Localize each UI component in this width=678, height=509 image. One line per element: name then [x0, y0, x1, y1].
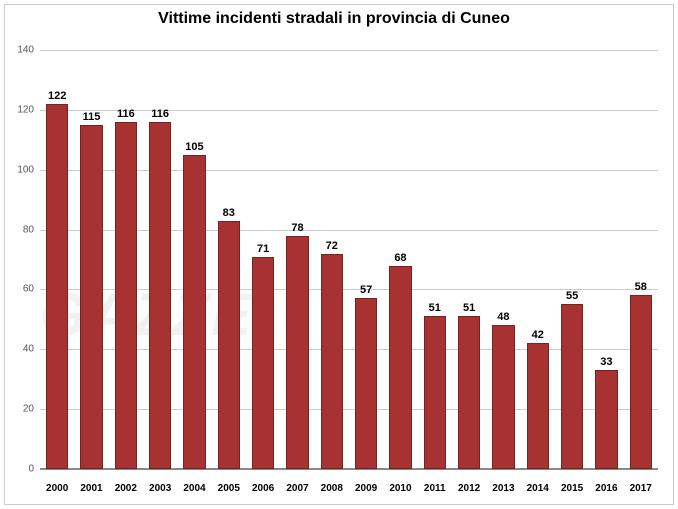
bar: [252, 257, 274, 469]
bar-2000: 122: [40, 50, 74, 469]
bar: [492, 325, 514, 469]
bar-2010: 68: [383, 50, 417, 469]
bars-group: 122 115 116 116 105 83 71 78 72 57 68 51 51 48 42 55 33 5…: [40, 50, 658, 469]
y-axis-label: 80: [23, 224, 34, 235]
bar: [46, 104, 68, 469]
x-axis-label: 2017: [624, 483, 658, 494]
bar-value-label: 72: [326, 240, 338, 252]
x-axis-label: 2008: [315, 483, 349, 494]
bar: [80, 125, 102, 469]
bar: [389, 266, 411, 470]
bar-2001: 115: [74, 50, 108, 469]
y-axis-label: 40: [23, 344, 34, 355]
bar-value-label: 48: [497, 311, 509, 323]
x-labels-group: 2000200120022003200420052006200720082009…: [40, 483, 658, 494]
plot-area: 122 115 116 116 105 83 71 78 72 57 68 51 51 48 42 55 33 5…: [40, 50, 658, 469]
x-axis-label: 2003: [143, 483, 177, 494]
x-axis-label: 2002: [109, 483, 143, 494]
bar-2016: 33: [589, 50, 623, 469]
bar-value-label: 55: [566, 290, 578, 302]
x-axis-label: 2015: [555, 483, 589, 494]
bar-2007: 78: [280, 50, 314, 469]
bar: [149, 122, 171, 469]
bar-value-label: 33: [600, 356, 612, 368]
bar-value-label: 68: [394, 252, 406, 264]
bar: [424, 316, 446, 469]
bar-value-label: 122: [48, 90, 66, 102]
bar-2004: 105: [177, 50, 211, 469]
bar-value-label: 78: [291, 222, 303, 234]
bar-2008: 72: [315, 50, 349, 469]
bar-2002: 116: [109, 50, 143, 469]
y-axis-label: 120: [17, 104, 34, 115]
bar: [630, 295, 652, 469]
x-axis-label: 2001: [74, 483, 108, 494]
x-axis-label: 2010: [383, 483, 417, 494]
chart-container: Vittime incidenti stradali in provincia …: [0, 0, 678, 509]
bar-value-label: 115: [83, 111, 101, 123]
bar-value-label: 42: [532, 329, 544, 341]
bar-2003: 116: [143, 50, 177, 469]
grid-line: [40, 469, 658, 470]
bar-2012: 51: [452, 50, 486, 469]
y-axis-label: 140: [17, 45, 34, 56]
x-axis-label: 2016: [589, 483, 623, 494]
bar: [595, 370, 617, 469]
y-axis-label: 20: [23, 404, 34, 415]
bar-2017: 58: [624, 50, 658, 469]
x-axis-label: 2006: [246, 483, 280, 494]
bar-2011: 51: [418, 50, 452, 469]
x-axis-label: 2004: [177, 483, 211, 494]
bar: [527, 343, 549, 469]
bar-2013: 48: [486, 50, 520, 469]
x-axis-label: 2012: [452, 483, 486, 494]
chart-title: Vittime incidenti stradali in provincia …: [10, 10, 658, 28]
y-axis-label: 60: [23, 284, 34, 295]
x-axis-label: 2011: [418, 483, 452, 494]
bar-value-label: 83: [223, 207, 235, 219]
bar-value-label: 105: [185, 141, 203, 153]
bar: [115, 122, 137, 469]
bar-2014: 42: [521, 50, 555, 469]
x-axis-label: 2007: [280, 483, 314, 494]
bar: [218, 221, 240, 469]
y-axis-label: 100: [17, 164, 34, 175]
x-axis-label: 2005: [212, 483, 246, 494]
x-axis-label: 2000: [40, 483, 74, 494]
bar: [286, 236, 308, 469]
x-axis-label: 2014: [521, 483, 555, 494]
bar-value-label: 116: [151, 108, 169, 120]
bar: [321, 254, 343, 469]
y-axis-label: 0: [28, 464, 34, 475]
bar-2015: 55: [555, 50, 589, 469]
bar-2009: 57: [349, 50, 383, 469]
bar: [183, 155, 205, 469]
bar-value-label: 116: [117, 108, 135, 120]
bar-2006: 71: [246, 50, 280, 469]
x-axis-label: 2013: [486, 483, 520, 494]
bar: [355, 298, 377, 469]
bar-2005: 83: [212, 50, 246, 469]
bar: [458, 316, 480, 469]
bar-value-label: 57: [360, 284, 372, 296]
bar-value-label: 71: [257, 243, 269, 255]
x-axis-label: 2009: [349, 483, 383, 494]
bar: [561, 304, 583, 469]
bar-value-label: 51: [463, 302, 475, 314]
bar-value-label: 51: [429, 302, 441, 314]
bar-value-label: 58: [635, 281, 647, 293]
